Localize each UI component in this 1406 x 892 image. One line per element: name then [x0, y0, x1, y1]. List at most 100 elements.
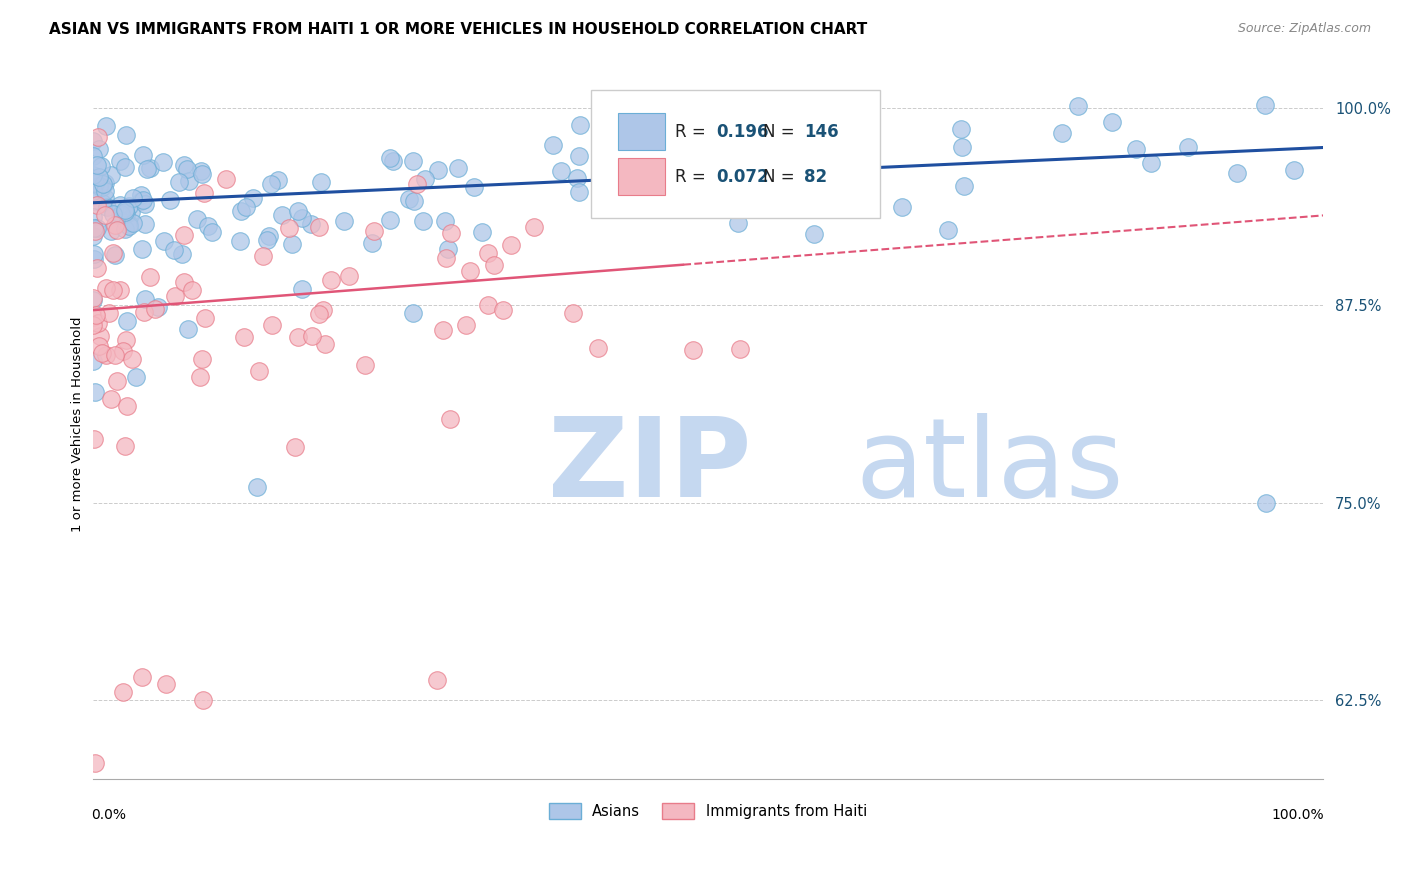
Immigrants from Haiti [131, 670, 153, 684]
Bar [619, 113, 665, 150]
Immigrants from Haiti [86, 198, 108, 212]
Asians [402, 194, 425, 209]
Immigrants from Haiti [284, 440, 307, 454]
Immigrants from Haiti [406, 178, 429, 192]
Immigrants from Haiti [682, 343, 704, 357]
Immigrants from Haiti [94, 348, 117, 362]
Asians [86, 221, 108, 235]
Immigrants from Haiti [115, 333, 138, 347]
Immigrants from Haiti [477, 246, 499, 260]
Asians [114, 160, 136, 174]
Text: 82: 82 [804, 168, 827, 186]
Asians [82, 184, 104, 198]
FancyBboxPatch shape [591, 90, 880, 218]
Immigrants from Haiti [173, 275, 195, 289]
Immigrants from Haiti [117, 400, 139, 414]
Asians [90, 180, 112, 194]
Text: N =: N = [763, 123, 800, 141]
Asians [734, 195, 756, 210]
Asians [271, 208, 294, 222]
Asians [131, 194, 153, 209]
Asians [186, 212, 208, 227]
Asians [115, 314, 138, 328]
Immigrants from Haiti [101, 283, 124, 297]
Asians [125, 369, 148, 384]
Immigrants from Haiti [434, 251, 457, 265]
Asians [96, 200, 118, 214]
Immigrants from Haiti [233, 329, 256, 343]
Asians [82, 353, 104, 368]
Asians [108, 198, 131, 212]
Immigrants from Haiti [87, 339, 110, 353]
Asians [1125, 142, 1147, 156]
Asians [114, 205, 136, 219]
Asians [100, 168, 122, 182]
Asians [159, 193, 181, 207]
Asians [87, 178, 110, 193]
Asians [134, 292, 156, 306]
Immigrants from Haiti [354, 358, 377, 372]
Asians [463, 180, 485, 194]
Asians [568, 149, 591, 163]
Asians [333, 214, 356, 228]
Asians [131, 242, 153, 256]
Asians [82, 211, 104, 225]
Immigrants from Haiti [426, 673, 449, 687]
Asians [101, 207, 124, 221]
Asians [93, 177, 115, 191]
Immigrants from Haiti [312, 302, 335, 317]
Immigrants from Haiti [82, 292, 104, 306]
Asians [114, 206, 136, 220]
Asians [378, 151, 401, 165]
Asians [609, 174, 631, 188]
Immigrants from Haiti [456, 318, 478, 332]
Immigrants from Haiti [314, 337, 336, 351]
Asians [447, 161, 470, 175]
Asians [177, 174, 200, 188]
Immigrants from Haiti [363, 224, 385, 238]
Immigrants from Haiti [98, 306, 121, 320]
Asians [1050, 126, 1073, 140]
Asians [118, 219, 141, 234]
Asians [361, 236, 384, 251]
Immigrants from Haiti [101, 245, 124, 260]
Immigrants from Haiti [114, 439, 136, 453]
Asians [104, 247, 127, 261]
Asians [110, 208, 132, 222]
Immigrants from Haiti [247, 364, 270, 378]
Immigrants from Haiti [82, 310, 104, 324]
Asians [752, 170, 775, 185]
Asians [82, 134, 104, 148]
Asians [173, 158, 195, 172]
Asians [402, 306, 425, 320]
Asians [131, 194, 153, 208]
Text: 146: 146 [804, 123, 838, 141]
Asians [134, 217, 156, 231]
Immigrants from Haiti [730, 342, 752, 356]
Asians [412, 213, 434, 227]
Asians [568, 185, 591, 199]
Asians [110, 207, 132, 221]
Asians [100, 224, 122, 238]
Immigrants from Haiti [277, 221, 299, 235]
Immigrants from Haiti [121, 351, 143, 366]
Immigrants from Haiti [91, 346, 114, 360]
Asians [84, 176, 107, 190]
Asians [132, 148, 155, 162]
Asians [89, 142, 111, 156]
Asians [83, 246, 105, 260]
Text: ZIP: ZIP [548, 413, 751, 520]
Asians [134, 197, 156, 211]
Asians [94, 120, 117, 134]
Asians [129, 188, 152, 202]
Immigrants from Haiti [107, 223, 129, 237]
Asians [114, 222, 136, 236]
Immigrants from Haiti [308, 307, 330, 321]
Asians [682, 178, 704, 192]
Asians [117, 198, 139, 212]
Asians [1067, 98, 1090, 112]
Asians [299, 217, 322, 231]
Bar [619, 158, 665, 195]
Asians [619, 186, 641, 201]
Asians [890, 200, 912, 214]
